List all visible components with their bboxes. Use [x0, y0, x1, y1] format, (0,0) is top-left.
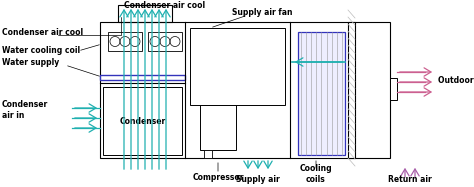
Text: Supply air fan: Supply air fan	[232, 7, 292, 16]
Text: Water cooling coil: Water cooling coil	[2, 45, 80, 54]
Bar	[348, 22, 355, 158]
Bar	[118, 5, 172, 22]
Text: Compressor: Compressor	[192, 172, 244, 182]
Bar	[204, 150, 212, 158]
Text: Cooling
coils: Cooling coils	[300, 164, 332, 184]
Bar	[190, 28, 285, 105]
Bar	[100, 22, 390, 158]
Text: Supply air: Supply air	[236, 176, 280, 185]
Text: Condenser: Condenser	[119, 117, 165, 125]
Text: Condenser air cool: Condenser air cool	[2, 27, 83, 36]
Text: Water supply: Water supply	[2, 57, 59, 67]
Text: Condenser
air in: Condenser air in	[2, 100, 48, 120]
Bar	[298, 32, 345, 155]
Text: Outdoor air: Outdoor air	[438, 76, 474, 85]
Bar	[108, 32, 142, 51]
Bar	[100, 75, 185, 80]
Bar	[390, 78, 397, 100]
Bar	[200, 105, 236, 150]
Bar	[148, 32, 182, 51]
Bar	[103, 87, 182, 155]
Text: Return air: Return air	[388, 176, 432, 185]
Text: Condenser air cool: Condenser air cool	[125, 1, 206, 10]
